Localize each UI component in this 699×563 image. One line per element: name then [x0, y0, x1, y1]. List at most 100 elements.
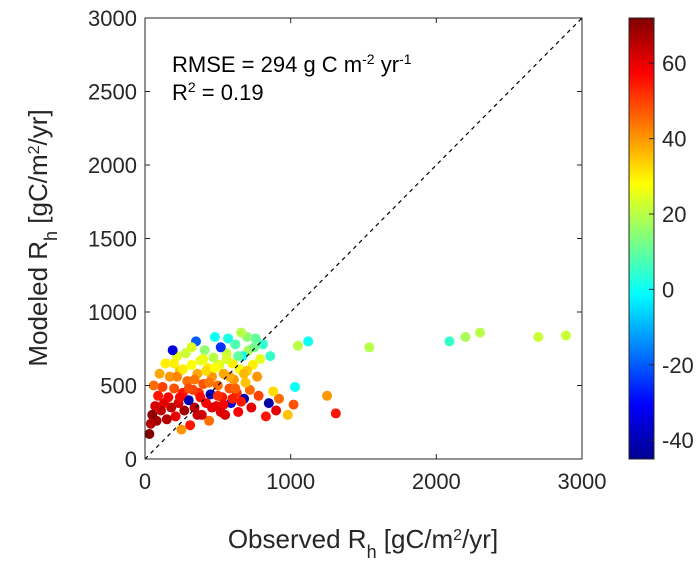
data-point: [271, 405, 282, 416]
data-point: [185, 420, 196, 431]
data-point: [255, 354, 266, 365]
data-point: [147, 409, 158, 420]
data-point: [154, 368, 165, 379]
data-point: [303, 336, 314, 347]
data-point: [177, 364, 188, 375]
data-point: [322, 390, 333, 401]
y-tick-label: 0: [125, 447, 137, 472]
data-point: [288, 399, 299, 410]
data-point: [189, 374, 200, 385]
data-point: [265, 351, 276, 362]
colorbar: [628, 17, 655, 460]
data-point: [274, 393, 285, 404]
data-point: [157, 381, 168, 392]
data-point: [209, 362, 220, 373]
colorbar-ticks: 60 40 20 0 -20 -40: [649, 51, 694, 453]
data-point: [253, 390, 264, 401]
data-point: [230, 339, 241, 350]
data-point: [212, 390, 223, 401]
data-point: [223, 333, 234, 344]
data-point: [183, 395, 194, 406]
data-point: [170, 411, 181, 422]
data-point: [145, 418, 156, 429]
data-point: [240, 377, 251, 388]
data-point: [227, 393, 238, 404]
data-point: [444, 336, 455, 347]
data-point: [148, 380, 159, 391]
data-point: [260, 411, 271, 422]
y-tick-label: 500: [100, 374, 137, 399]
data-point: [204, 377, 215, 388]
x-tick-label: 1000: [266, 469, 315, 494]
y-tick-label: 1000: [88, 300, 137, 325]
x-axis-ticks: 0 1000 2000 3000: [139, 18, 607, 494]
data-point: [186, 342, 197, 353]
data-point: [195, 392, 206, 403]
x-tick-label: 3000: [558, 469, 607, 494]
data-point: [244, 384, 255, 395]
data-point: [215, 406, 226, 417]
data-point: [176, 424, 187, 435]
data-point: [192, 409, 203, 420]
x-tick-label: 2000: [412, 469, 461, 494]
data-point: [290, 381, 301, 392]
data-point: [201, 365, 212, 376]
y-tick-label: 2000: [88, 153, 137, 178]
data-point: [150, 401, 161, 412]
data-point: [169, 358, 180, 369]
data-point: [263, 398, 274, 409]
y-tick-label: 3000: [88, 6, 137, 31]
data-point: [174, 392, 185, 403]
data-point: [233, 406, 244, 417]
data-point: [199, 345, 210, 356]
data-point: [533, 331, 544, 342]
data-point: [239, 368, 250, 379]
data-point: [233, 351, 244, 362]
data-point: [221, 354, 232, 365]
data-point: [164, 371, 175, 382]
data-point: [268, 386, 279, 397]
data-point: [153, 390, 164, 401]
data-point: [160, 358, 171, 369]
data-point: [250, 333, 261, 344]
y-axis-ticks: 0 500 1000 1500 2000 2500 3000: [88, 6, 582, 472]
data-point: [183, 383, 194, 394]
data-point: [215, 342, 226, 353]
x-tick-label: 0: [139, 469, 151, 494]
data-point: [224, 371, 235, 382]
data-point: [179, 405, 190, 416]
data-point: [204, 415, 215, 426]
data-point: [198, 354, 209, 365]
colorbar-tick-label: 60: [662, 51, 686, 76]
data-point: [161, 414, 172, 425]
data-point: [207, 402, 218, 413]
data-point: [249, 342, 260, 353]
data-point: [209, 331, 220, 342]
colorbar-tick-label: 0: [662, 277, 674, 302]
data-point: [246, 402, 257, 413]
data-point: [460, 331, 471, 342]
data-point: [475, 327, 486, 338]
data-point: [257, 339, 268, 350]
data-point: [169, 383, 180, 394]
y-tick-label: 1500: [88, 227, 137, 252]
data-point: [144, 429, 155, 440]
x-axis-label: Observed Rh [gC/m2/yr]: [228, 524, 498, 562]
annotation-r2: R2 = 0.19: [172, 79, 264, 105]
data-point: [186, 359, 197, 370]
colorbar-tick-label: -20: [662, 353, 694, 378]
data-point: [166, 402, 177, 413]
colorbar-tick-label: 40: [662, 127, 686, 152]
data-point: [167, 345, 178, 356]
data-point: [208, 352, 219, 363]
colorbar-tick-label: -40: [662, 428, 694, 453]
data-point: [282, 409, 293, 420]
y-tick-label: 2500: [88, 80, 137, 105]
annotation-rmse: RMSE = 294 g C m-2 yr-1: [172, 51, 412, 77]
data-point: [292, 340, 303, 351]
data-point: [364, 342, 375, 353]
data-point: [252, 371, 263, 382]
data-point: [560, 330, 571, 341]
y-axis-label: Modeled Rh [gC/m2/yr]: [23, 109, 61, 366]
data-point: [236, 396, 247, 407]
